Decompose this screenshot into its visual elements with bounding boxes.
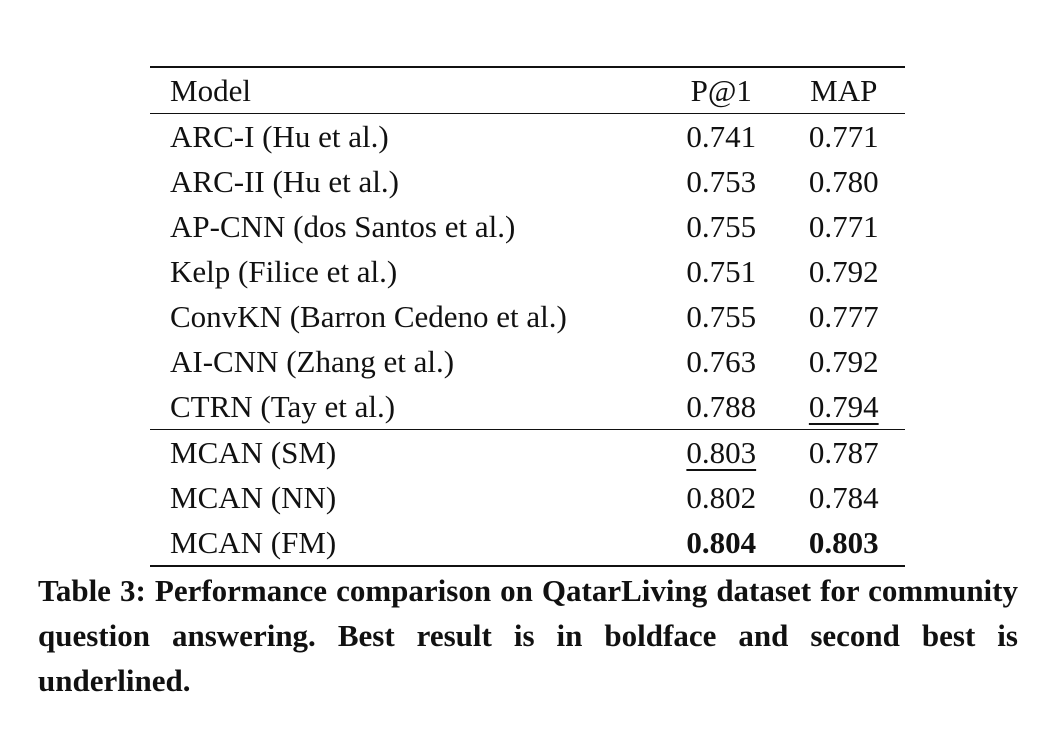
model-cell: AP-CNN (dos Santos et al.) bbox=[170, 208, 516, 244]
score-cell: 0.803 bbox=[783, 520, 906, 566]
table-row: MCAN (FM) 0.804 0.803 bbox=[150, 520, 905, 566]
model-cell: Kelp (Filice et al.) bbox=[170, 253, 398, 289]
score-cell: 0.792 bbox=[808, 253, 879, 289]
score-cell: 0.794 bbox=[783, 384, 906, 430]
emphasis: 0.803 bbox=[808, 524, 879, 560]
score-cell: 0.803 bbox=[660, 430, 783, 476]
score-cell: 0.741 bbox=[686, 118, 757, 154]
results-table: Model P@1 MAP ARC-I (Hu et al.) 0.741 0.77… bbox=[150, 66, 905, 567]
model-cell: MCAN (FM) bbox=[170, 524, 337, 560]
table-row: AI-CNN (Zhang et al.) 0.763 0.792 bbox=[150, 339, 905, 384]
table-row: MCAN (NN) 0.802 0.784 bbox=[150, 475, 905, 520]
model-cell: ARC-I (Hu et al.) bbox=[170, 118, 389, 154]
table-row: Kelp (Filice et al.) 0.751 0.792 bbox=[150, 249, 905, 294]
score-cell: 0.777 bbox=[808, 298, 879, 334]
table-row: CTRN (Tay et al.) 0.788 0.794 bbox=[150, 384, 905, 430]
table-row: MCAN (SM) 0.803 0.787 bbox=[150, 429, 905, 476]
score-cell: 0.771 bbox=[808, 118, 879, 154]
table-row: AP-CNN (dos Santos et al.) 0.755 0.771 bbox=[150, 204, 905, 249]
model-cell: MCAN (SM) bbox=[170, 434, 337, 470]
score-cell: 0.802 bbox=[686, 479, 757, 515]
header-cell: P@1 bbox=[690, 72, 752, 108]
table-row: ConvKN (Barron Cedeno et al.) 0.755 0.777 bbox=[150, 294, 905, 339]
table-row: ARC-I (Hu et al.) 0.741 0.771 bbox=[150, 114, 905, 160]
score-cell: 0.804 bbox=[660, 520, 783, 566]
header-cell: Model bbox=[170, 72, 251, 108]
caption: Table 3: Performance comparison on Qatar… bbox=[38, 573, 1018, 698]
model-cell: CTRN (Tay et al.) bbox=[170, 388, 396, 424]
table-row: ARC-II (Hu et al.) 0.753 0.780 bbox=[150, 159, 905, 204]
emphasis: 0.803 bbox=[686, 434, 757, 470]
score-cell: 0.755 bbox=[686, 298, 757, 334]
score-cell: 0.792 bbox=[808, 343, 879, 379]
header-row: Model P@1 MAP bbox=[150, 67, 905, 114]
score-cell: 0.787 bbox=[808, 434, 879, 470]
score-cell: 0.755 bbox=[686, 208, 757, 244]
model-cell: MCAN (NN) bbox=[170, 479, 337, 515]
model-cell: ConvKN (Barron Cedeno et al.) bbox=[170, 298, 567, 334]
model-cell: ARC-II (Hu et al.) bbox=[170, 163, 399, 199]
score-cell: 0.780 bbox=[808, 163, 879, 199]
score-cell: 0.771 bbox=[808, 208, 879, 244]
header-cell: MAP bbox=[810, 72, 878, 108]
score-cell: 0.784 bbox=[808, 479, 879, 515]
score-cell: 0.753 bbox=[686, 163, 757, 199]
emphasis: 0.794 bbox=[808, 388, 879, 424]
score-cell: 0.788 bbox=[686, 388, 757, 424]
model-cell: AI-CNN (Zhang et al.) bbox=[170, 343, 455, 379]
score-cell: 0.763 bbox=[686, 343, 757, 379]
score-cell: 0.751 bbox=[686, 253, 757, 289]
emphasis: 0.804 bbox=[686, 524, 757, 560]
